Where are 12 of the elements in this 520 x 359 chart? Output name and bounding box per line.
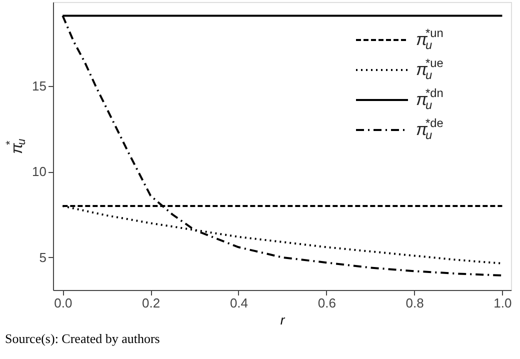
x-tick-label: 0.4 [230,296,248,310]
y-axis-title: πu* [4,138,28,154]
x-tick-label: 0.0 [54,296,72,310]
x-tick-label: 0.8 [406,296,424,310]
x-tick-label: 0.2 [142,296,160,310]
source-note: Source(s): Created by authors [5,331,160,346]
y-tick-label: 15 [32,78,46,94]
x-axis-title: r [280,312,286,328]
x-tick-label: 1.0 [494,296,512,310]
x-tick-label: 0.6 [318,296,336,310]
y-tick-label: 10 [32,164,46,180]
y-tick-label: 5 [39,250,46,265]
